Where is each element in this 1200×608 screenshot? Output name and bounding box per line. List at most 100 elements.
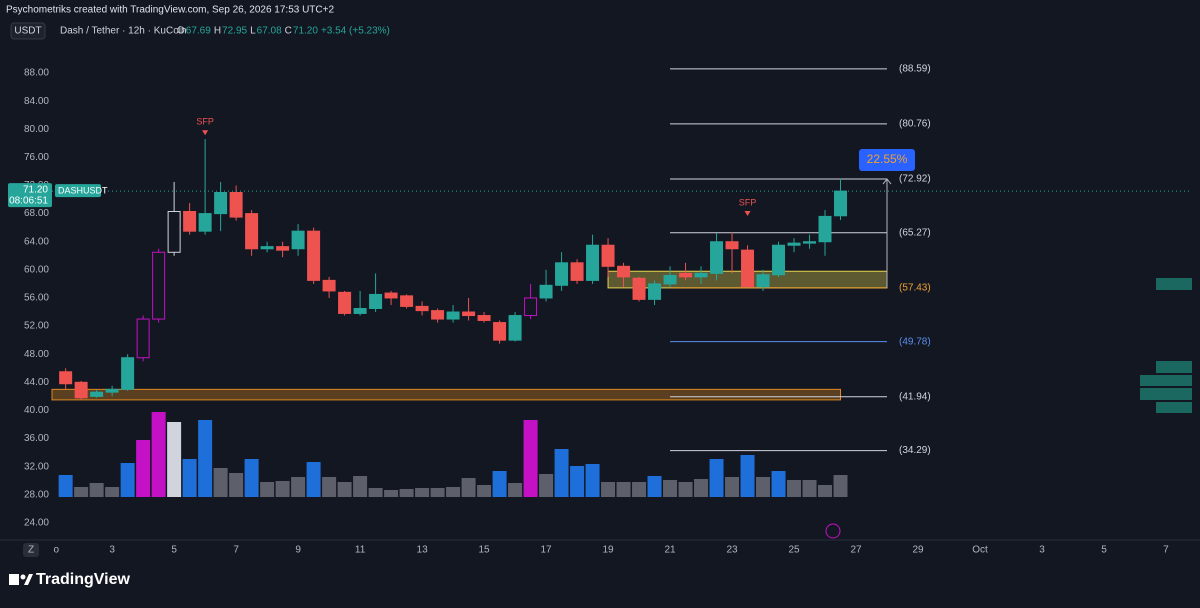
- annotation-arrow: [744, 211, 751, 217]
- volume-bar: [368, 488, 383, 497]
- candle-body: [90, 391, 104, 397]
- volume-bar: [384, 490, 399, 497]
- candle-body: [725, 241, 739, 250]
- volume-bar: [818, 485, 833, 497]
- last-price: 71.20: [23, 185, 48, 196]
- profile-bar: [1156, 402, 1192, 413]
- x-tick-label: o: [54, 545, 60, 556]
- ohlc-value: 67.08: [257, 26, 282, 37]
- volume-bar: [632, 482, 647, 497]
- volume-bar: [461, 478, 476, 497]
- countdown: 08:06:51: [9, 196, 48, 207]
- candle-body: [369, 293, 383, 310]
- volume-bar: [678, 482, 693, 497]
- candle-body: [679, 272, 693, 278]
- ohlc-value: 72.95: [222, 26, 247, 37]
- candle-body: [136, 318, 150, 359]
- logo-text: TradingView: [36, 571, 131, 588]
- alert-icon[interactable]: [825, 523, 841, 539]
- symbol-tag: [55, 184, 101, 198]
- y-tick-label: 52.00: [24, 321, 49, 332]
- x-tick-label: 17: [540, 545, 552, 556]
- level-label: (34.29): [899, 445, 931, 456]
- zone: [51, 388, 842, 401]
- volume-bar: [120, 463, 135, 497]
- volume-bar: [74, 487, 89, 497]
- candle-body: [322, 279, 336, 292]
- level-label: (65.27): [899, 227, 931, 238]
- x-tick-label: 15: [479, 545, 491, 556]
- volume-bar: [802, 480, 817, 497]
- x-tick-label: 23: [726, 545, 738, 556]
- volume-bar: [833, 475, 848, 497]
- x-tick-label: 21: [664, 545, 676, 556]
- x-tick-label: 29: [912, 545, 924, 556]
- zoom-button[interactable]: [23, 543, 39, 557]
- x-tick-label: 3: [1039, 545, 1045, 556]
- x-tick-label: 5: [171, 545, 177, 556]
- candle-body: [400, 295, 414, 307]
- volume-bar: [585, 464, 600, 497]
- candle-body: [803, 241, 817, 244]
- ohlc-value: 71.20: [293, 26, 318, 37]
- volume-bar: [260, 482, 275, 497]
- x-tick-label: 5: [1101, 545, 1107, 556]
- candle-body: [59, 371, 73, 385]
- candle-body: [601, 244, 615, 267]
- volume-bar: [229, 473, 244, 497]
- logo-mark: [9, 574, 19, 585]
- candle-body: [74, 381, 88, 399]
- profile-bar: [1156, 361, 1192, 373]
- candle-body: [586, 244, 600, 281]
- y-tick-label: 48.00: [24, 349, 49, 360]
- profile-bar: [1156, 278, 1192, 290]
- y-tick-label: 68.00: [24, 208, 49, 219]
- volume-bar: [353, 476, 368, 497]
- candle-body: [152, 251, 166, 320]
- volume-bar: [89, 483, 104, 497]
- logo: TradingView: [9, 571, 131, 588]
- change: +3.54 (+5.23%): [321, 26, 390, 37]
- last-price-box: [8, 183, 52, 208]
- volume-bar: [601, 482, 616, 497]
- candle-body: [539, 284, 553, 299]
- currency-button[interactable]: [10, 22, 46, 40]
- x-tick-label: 27: [850, 545, 862, 556]
- annotation: SFP: [196, 117, 214, 127]
- y-tick-label: 40.00: [24, 405, 49, 416]
- volume-bar: [508, 483, 523, 497]
- y-tick-label: 32.00: [24, 461, 49, 472]
- volume-bar: [151, 412, 166, 497]
- currency[interactable]: USDT: [14, 26, 41, 37]
- candle-body: [834, 190, 848, 217]
- volume-bar: [136, 440, 151, 497]
- y-tick-label: 76.00: [24, 152, 49, 163]
- level-label: (57.43): [899, 283, 931, 294]
- candle-body: [446, 311, 460, 320]
- ohlc-key: O: [177, 26, 185, 37]
- volume-bar: [477, 485, 492, 497]
- candle-body: [710, 241, 724, 274]
- volume-bar: [213, 468, 228, 497]
- profile-bar: [1140, 388, 1192, 400]
- candle-body: [555, 262, 569, 286]
- x-tick-label: Oct: [972, 545, 988, 556]
- logo-mark: [24, 574, 33, 585]
- x-tick-label: 13: [417, 545, 429, 556]
- volume-bar: [58, 475, 73, 497]
- candle-body: [477, 315, 491, 321]
- zoom[interactable]: Z: [28, 545, 34, 556]
- volume-bar: [539, 474, 554, 497]
- x-tick-label: 19: [602, 545, 614, 556]
- ohlc-key: C: [285, 26, 292, 37]
- candle-body: [183, 210, 197, 232]
- candle-body: [493, 322, 507, 341]
- measure-arrow: [882, 178, 892, 185]
- candle-body: [663, 274, 677, 285]
- x-tick-label: 11: [355, 545, 366, 556]
- logo-mark: [20, 574, 26, 580]
- candle-body: [694, 272, 708, 278]
- volume-bar: [244, 459, 259, 497]
- volume-bar: [399, 489, 414, 497]
